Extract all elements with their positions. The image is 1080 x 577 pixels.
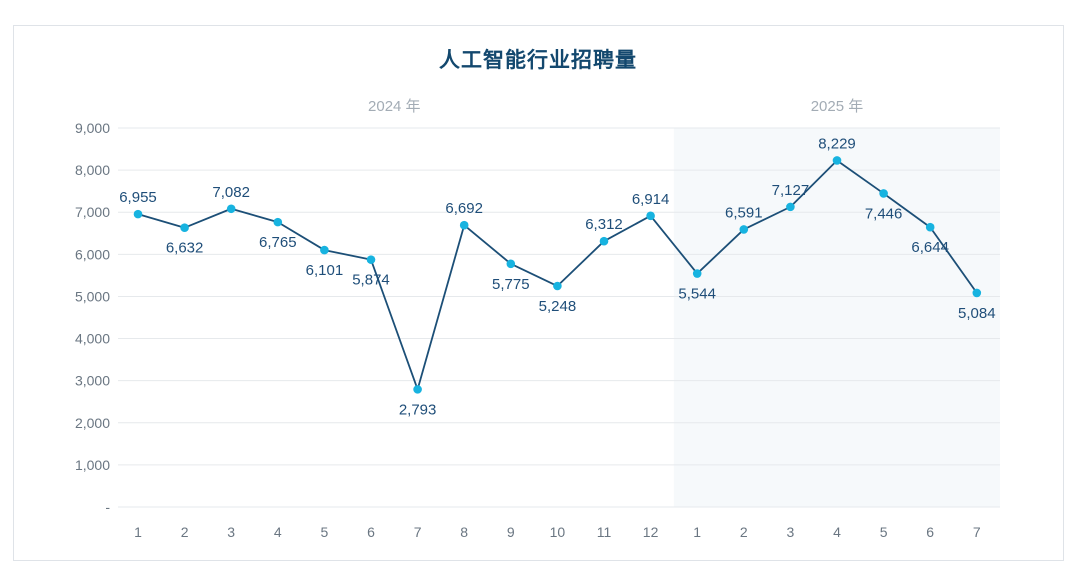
x-tick-label: 5 xyxy=(880,524,888,540)
x-tick-label: 3 xyxy=(787,524,795,540)
data-label: 7,446 xyxy=(865,205,903,222)
x-tick-label: 4 xyxy=(274,524,282,540)
y-tick-label: 1,000 xyxy=(75,457,110,473)
data-label: 5,248 xyxy=(539,298,577,315)
data-point xyxy=(366,255,376,264)
x-tick-label: 3 xyxy=(227,524,235,540)
data-label: 7,127 xyxy=(772,182,810,199)
data-label: 6,591 xyxy=(725,204,763,221)
data-label: 5,775 xyxy=(492,276,530,293)
data-label: 6,101 xyxy=(306,262,344,279)
x-tick-label: 1 xyxy=(134,524,142,540)
data-point xyxy=(226,204,236,214)
data-point xyxy=(320,245,329,255)
x-tick-label: 2 xyxy=(740,524,748,540)
data-point xyxy=(459,220,469,230)
data-point xyxy=(273,217,283,227)
data-point xyxy=(786,202,795,212)
data-point xyxy=(692,269,702,278)
data-point xyxy=(646,211,655,221)
data-label: 6,644 xyxy=(911,239,949,256)
data-label: 5,544 xyxy=(678,286,716,303)
data-point xyxy=(925,222,935,232)
plot-background-2025 xyxy=(673,128,1000,507)
y-tick-label: 9,000 xyxy=(75,120,110,136)
data-label: 2,793 xyxy=(399,401,437,418)
y-tick-label: 5,000 xyxy=(75,288,110,304)
x-tick-label: 11 xyxy=(597,524,612,540)
data-label: 6,765 xyxy=(259,234,297,251)
data-point xyxy=(413,385,422,394)
data-point xyxy=(879,189,888,198)
y-tick-label: 8,000 xyxy=(75,162,110,178)
x-tick-label: 1 xyxy=(693,524,701,540)
data-label: 5,874 xyxy=(352,272,390,289)
data-label: 6,312 xyxy=(585,216,623,233)
y-tick-label: 2,000 xyxy=(75,415,110,431)
data-label: 6,632 xyxy=(166,240,204,257)
data-point xyxy=(739,225,749,234)
y-tick-label: 4,000 xyxy=(75,331,110,347)
chart-title: 人工智能行业招聘量 xyxy=(439,49,637,72)
x-tick-label: 8 xyxy=(460,524,468,540)
x-tick-label: 7 xyxy=(414,524,422,540)
x-tick-label: 10 xyxy=(550,524,566,540)
data-point xyxy=(180,223,189,233)
data-point xyxy=(133,209,143,219)
x-tick-label: 7 xyxy=(973,524,981,540)
x-tick-label: 5 xyxy=(321,524,329,540)
y-tick-label: 3,000 xyxy=(75,373,110,389)
data-point xyxy=(553,281,562,291)
x-tick-label: 4 xyxy=(833,524,841,540)
data-label: 8,229 xyxy=(818,135,856,152)
data-point xyxy=(972,288,982,298)
year-group-label: 2024 年 xyxy=(368,98,421,115)
data-point xyxy=(506,259,516,269)
y-tick-label: 6,000 xyxy=(75,246,110,262)
x-tick-label: 12 xyxy=(643,524,659,540)
data-label: 7,082 xyxy=(212,184,250,201)
data-label: 5,084 xyxy=(958,305,996,322)
data-point xyxy=(832,156,842,165)
x-tick-label: 6 xyxy=(367,524,375,540)
data-label: 6,914 xyxy=(632,191,670,208)
x-tick-label: 9 xyxy=(507,524,515,540)
data-label: 6,692 xyxy=(445,200,483,217)
year-group-label: 2025 年 xyxy=(811,98,864,115)
data-label: 6,955 xyxy=(119,189,157,206)
data-point xyxy=(599,236,609,246)
x-tick-label: 2 xyxy=(181,524,189,540)
x-tick-label: 6 xyxy=(926,524,934,540)
y-tick-label: - xyxy=(105,499,110,515)
y-tick-label: 7,000 xyxy=(75,204,110,220)
